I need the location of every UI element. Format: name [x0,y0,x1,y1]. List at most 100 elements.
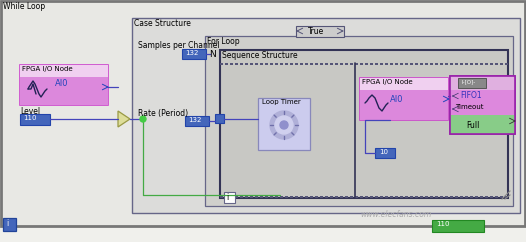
Circle shape [275,116,293,134]
Bar [20,114,50,125]
Bar [20,65,108,77]
Bar [390,63,393,65]
Bar [430,63,433,65]
Text: Full: Full [466,121,479,130]
Text: Timeout: Timeout [455,104,483,110]
Bar [460,196,463,198]
Bar [450,103,515,115]
Bar [390,196,393,198]
Bar [355,63,358,65]
Bar [335,196,338,198]
Bar [330,196,333,198]
Text: www.elecfans.com: www.elecfans.com [360,210,431,219]
Bar [270,196,273,198]
Bar [410,196,413,198]
Bar [255,196,258,198]
Bar [224,192,235,203]
Text: FIFO1: FIFO1 [460,91,482,100]
Text: AI0: AI0 [390,95,403,104]
Bar [270,63,273,65]
Text: i: i [226,193,228,202]
Circle shape [270,111,298,139]
Bar [365,196,368,198]
Bar [250,196,253,198]
Bar [205,36,513,206]
Text: 132: 132 [185,50,198,56]
Bar [375,63,378,65]
Bar [245,63,248,65]
Bar [220,63,223,65]
Bar [20,77,108,105]
Bar [385,63,388,65]
Bar [295,63,298,65]
Bar [310,196,313,198]
Bar [450,63,453,65]
Bar [285,63,288,65]
Text: Level: Level [20,107,40,116]
Bar [465,196,468,198]
Bar [360,90,448,120]
Circle shape [140,116,146,122]
Bar [435,196,438,198]
Bar [405,63,408,65]
Bar [340,63,343,65]
Bar [335,63,338,65]
Bar [345,196,348,198]
Bar [475,63,478,65]
Bar [415,63,418,65]
Bar [458,78,486,88]
Bar [20,65,108,105]
Bar [440,63,443,65]
Bar [370,196,373,198]
Bar [235,196,238,198]
Bar [3,218,16,231]
Bar [230,196,233,198]
Bar [495,196,498,198]
Bar [405,196,408,198]
Bar [285,196,288,198]
Bar [260,196,263,198]
Bar [220,196,223,198]
Bar [255,63,258,65]
Text: While Loop: While Loop [3,2,45,11]
Bar [320,63,323,65]
Text: i: i [6,219,8,228]
Bar [230,63,233,65]
Bar [250,63,253,65]
Bar [475,196,478,198]
Bar [400,196,403,198]
Bar [310,63,313,65]
Bar [455,63,458,65]
Bar [450,76,515,90]
Bar [305,196,308,198]
Bar [315,196,318,198]
Bar [385,196,388,198]
Bar [360,63,363,65]
Circle shape [280,121,288,129]
Bar [455,196,458,198]
Bar [290,63,293,65]
Bar [350,63,353,65]
Bar [380,63,383,65]
Text: N: N [209,50,216,59]
Bar [355,196,358,198]
Text: True: True [308,27,324,36]
Bar [300,196,303,198]
Bar [296,26,344,37]
Bar [225,63,228,65]
Text: 110: 110 [23,115,36,121]
Bar [420,196,423,198]
Text: FPGA I/O Node: FPGA I/O Node [22,66,73,72]
Polygon shape [118,111,130,127]
Bar [430,196,433,198]
Bar [325,63,328,65]
Bar [215,114,224,123]
Bar [345,63,348,65]
Bar [445,63,448,65]
Bar [325,196,328,198]
Bar [275,196,278,198]
Bar [245,196,248,198]
Bar [295,196,298,198]
Bar [260,63,263,65]
Bar [395,63,398,65]
